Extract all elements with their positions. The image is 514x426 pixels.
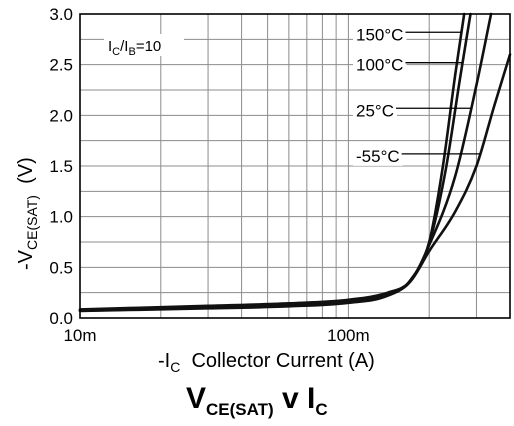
series-label-3: -55°C — [356, 147, 400, 166]
y-tick-label-4: 2.0 — [49, 106, 73, 125]
chart-title: VCE(SAT) v IC — [186, 382, 328, 419]
y-axis-label: -VCE(SAT) (V) — [15, 157, 40, 270]
series-curves — [78, 12, 512, 313]
y-tick-label-3: 1.5 — [49, 157, 73, 176]
grid — [80, 14, 510, 318]
plot-frame — [79, 13, 511, 319]
series-label-2: 25°C — [356, 101, 394, 120]
x-tick-label-0: 10m — [63, 326, 96, 345]
series-label-bg-2 — [353, 100, 397, 121]
series-label-bg-0 — [353, 24, 407, 45]
x-axis-label: -IC Collector Current (A) — [158, 350, 375, 375]
series-label-1: 100°C — [356, 56, 403, 75]
x-tick-label-1: 100m — [327, 326, 370, 345]
y-tick-label-2: 1.0 — [49, 208, 73, 227]
annotation-ic-ib: IC/IB=10 — [108, 38, 161, 58]
series-curve-3 — [78, 53, 512, 311]
annotation-box — [104, 34, 184, 56]
y-tick-label-5: 2.5 — [49, 56, 73, 75]
series-labels: 150°C 100°C 25°C -55°C — [353, 24, 480, 166]
series-curve-0 — [78, 12, 466, 313]
series-label-0: 150°C — [356, 25, 403, 44]
y-tick-label-0: 0.0 — [49, 309, 73, 328]
x-tick-labels: 10m 100m — [63, 326, 369, 345]
y-tick-label-1: 0.5 — [49, 258, 73, 277]
y-tick-label-6: 3.0 — [49, 5, 73, 24]
series-curve-1 — [78, 12, 472, 312]
series-label-bg-1 — [353, 54, 407, 75]
y-tick-labels: 0.0 0.5 1.0 1.5 2.0 2.5 3.0 — [49, 5, 73, 328]
series-label-bg-3 — [353, 145, 403, 166]
